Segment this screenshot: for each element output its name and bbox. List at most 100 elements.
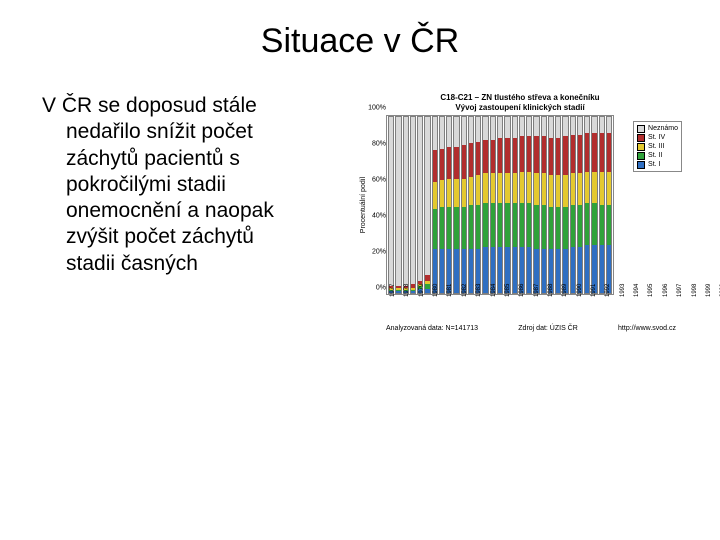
bar-segment-st3 — [469, 177, 473, 205]
bar-segment-unknown — [585, 117, 589, 133]
legend-item: St. III — [637, 142, 678, 151]
bar — [497, 116, 503, 294]
bar-segment-st4 — [527, 136, 531, 171]
bar-segment-st3 — [462, 179, 466, 207]
bar-segment-st3 — [549, 175, 553, 207]
legend-label: St. III — [648, 142, 664, 151]
bar-segment-st3 — [447, 179, 451, 207]
bar-segment-st4 — [498, 138, 502, 173]
body-line: pokročilými stadii — [42, 172, 366, 198]
bar-segment-st4 — [483, 140, 487, 173]
bar-segment-unknown — [534, 117, 538, 136]
bar-segment-unknown — [563, 117, 567, 136]
bar-segment-st3 — [571, 173, 575, 205]
bar-segment-st3 — [585, 172, 589, 204]
bar-segment-unknown — [607, 117, 611, 133]
bar-segment-st4 — [563, 136, 567, 175]
bar-segment-unknown — [483, 117, 487, 140]
bar-segment-st2 — [563, 207, 567, 249]
footer-mid: Zdroj dat: ÚZIS ČR — [518, 325, 578, 332]
body-line: V ČR se doposud stále — [42, 93, 366, 119]
bar-segment-st3 — [476, 175, 480, 205]
bar — [417, 116, 423, 294]
bar-segment-st3 — [600, 172, 604, 205]
bar — [504, 116, 510, 294]
bar-segment-unknown — [440, 117, 444, 149]
bar-segment-unknown — [600, 117, 604, 133]
bar — [446, 116, 452, 294]
bar-segment-st4 — [520, 136, 524, 171]
legend-swatch — [637, 152, 645, 160]
bar-segment-st2 — [592, 203, 596, 245]
chart-title: C18-C21 – ZN tlustého střeva a konečníku — [360, 93, 680, 103]
bar-segment-st3 — [483, 173, 487, 203]
chart-footer: Analyzovaná data: N=141713 Zdroj dat: ÚZ… — [386, 325, 676, 332]
x-tick: 1999 — [706, 284, 720, 297]
bar-segment-st4 — [534, 136, 538, 173]
bar — [562, 116, 568, 294]
bar-segment-st3 — [592, 172, 596, 204]
bar — [403, 116, 409, 294]
bar-segment-unknown — [549, 117, 553, 138]
bar-segment-unknown — [447, 117, 451, 147]
bar-segment-unknown — [498, 117, 502, 138]
bar-segment-st4 — [592, 133, 596, 172]
y-axis: Procentuální podíl 0%20%40%60%80%100% — [360, 115, 386, 295]
bar-segment-st2 — [433, 209, 437, 249]
bar-segment-st2 — [498, 203, 502, 247]
bar-segment-unknown — [396, 117, 400, 286]
bar-segment-st2 — [491, 203, 495, 247]
bar-segment-st3 — [505, 173, 509, 203]
legend-label: St. I — [648, 160, 660, 169]
slide-title: Situace v ČR — [0, 0, 720, 61]
footer-left: Analyzovaná data: N=141713 — [386, 325, 478, 332]
legend-label: Neznámo — [648, 124, 678, 133]
bar-segment-st2 — [600, 205, 604, 245]
bar-segment-st2 — [549, 207, 553, 249]
bar-segment-st3 — [440, 180, 444, 206]
bar-segment-st4 — [542, 136, 546, 173]
bar — [584, 116, 590, 294]
body-line: onemocnění a naopak — [42, 198, 366, 224]
bar-segment-st4 — [491, 140, 495, 173]
bar-segment-st2 — [476, 205, 480, 249]
bar-segment-unknown — [505, 117, 509, 138]
bar-segment-unknown — [418, 117, 422, 281]
legend-item: St. I — [637, 160, 678, 169]
bar-segment-st4 — [549, 138, 553, 175]
bar-segment-st4 — [513, 138, 517, 173]
bar-segment-st4 — [571, 135, 575, 174]
bar-segment-st3 — [498, 173, 502, 203]
bar — [570, 116, 576, 294]
bar — [548, 116, 554, 294]
bar — [512, 116, 518, 294]
legend-label: St. II — [648, 151, 662, 160]
plot-area — [386, 115, 614, 295]
bar-segment-unknown — [513, 117, 517, 138]
legend-item: St. II — [637, 151, 678, 160]
bar — [555, 116, 561, 294]
bar-segment-unknown — [578, 117, 582, 135]
bar-segment-unknown — [520, 117, 524, 136]
bar-segment-st2 — [513, 203, 517, 247]
bar — [533, 116, 539, 294]
bar-segment-unknown — [411, 117, 415, 284]
bar — [439, 116, 445, 294]
content-row: V ČR se doposud stále nedařilo snížit po… — [0, 93, 720, 332]
stacked-bar-chart: C18-C21 – ZN tlustého střeva a konečníku… — [360, 93, 680, 332]
bar — [475, 116, 481, 294]
bar — [482, 116, 488, 294]
legend-swatch — [637, 161, 645, 169]
bar — [468, 116, 474, 294]
bar-segment-unknown — [491, 117, 495, 140]
body-line: nedařilo snížit počet — [42, 119, 366, 145]
bar-segment-st2 — [520, 203, 524, 247]
bar — [591, 116, 597, 294]
bar-segment-st3 — [607, 172, 611, 205]
bar — [526, 116, 532, 294]
bar — [606, 116, 612, 294]
bar-segment-st3 — [454, 179, 458, 207]
bar-segment-st3 — [542, 173, 546, 205]
bar-segment-st4 — [440, 149, 444, 181]
bar — [410, 116, 416, 294]
